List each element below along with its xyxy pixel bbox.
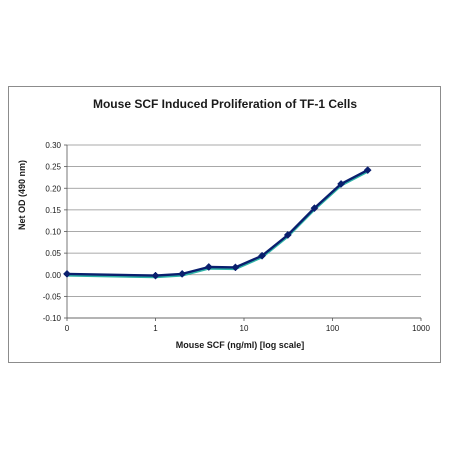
x-tick-label: 1000 <box>412 324 430 333</box>
data-point <box>151 271 160 280</box>
data-point <box>337 179 346 188</box>
x-tick-label: 0 <box>65 324 70 333</box>
y-tick-label: -0.10 <box>43 314 62 323</box>
data-point <box>63 269 71 278</box>
y-tick-label: -0.05 <box>43 292 62 301</box>
series-line <box>66 169 369 277</box>
y-tick-labels: 0.30 0.25 0.20 0.15 0.10 0.05 0.00 -0.05 -0.10 <box>43 141 62 323</box>
data-point <box>178 269 187 278</box>
x-tick-label: 1 <box>153 324 158 333</box>
y-axis-label: Net OD (490 nm) <box>17 160 27 230</box>
y-tick-label: 0.00 <box>45 271 61 280</box>
y-tick-label: 0.10 <box>45 228 61 237</box>
y-tick-label: 0.30 <box>45 141 61 150</box>
data-point <box>231 263 240 272</box>
data-point <box>258 251 267 260</box>
chart-frame <box>8 86 441 363</box>
y-tick-label: 0.25 <box>45 163 61 172</box>
data-point <box>204 263 213 271</box>
x-tick-label: 100 <box>326 324 340 333</box>
x-axis-label: Mouse SCF (ng/ml) [log scale] <box>176 340 305 350</box>
chart-title: Mouse SCF Induced Proliferation of TF-1 … <box>93 97 357 111</box>
series-shadow <box>66 170 369 279</box>
y-tick-label: 0.20 <box>45 184 61 193</box>
y-tick-label: 0.05 <box>45 249 61 258</box>
data-point <box>310 204 319 213</box>
data-point <box>283 231 292 239</box>
data-point <box>363 166 372 175</box>
x-tick-labels: 0 1 10 100 1000 <box>65 324 431 333</box>
y-tick-label: 0.15 <box>45 206 61 215</box>
series-layer <box>63 166 372 280</box>
x-tick-label: 10 <box>240 324 249 333</box>
axes <box>66 145 422 321</box>
